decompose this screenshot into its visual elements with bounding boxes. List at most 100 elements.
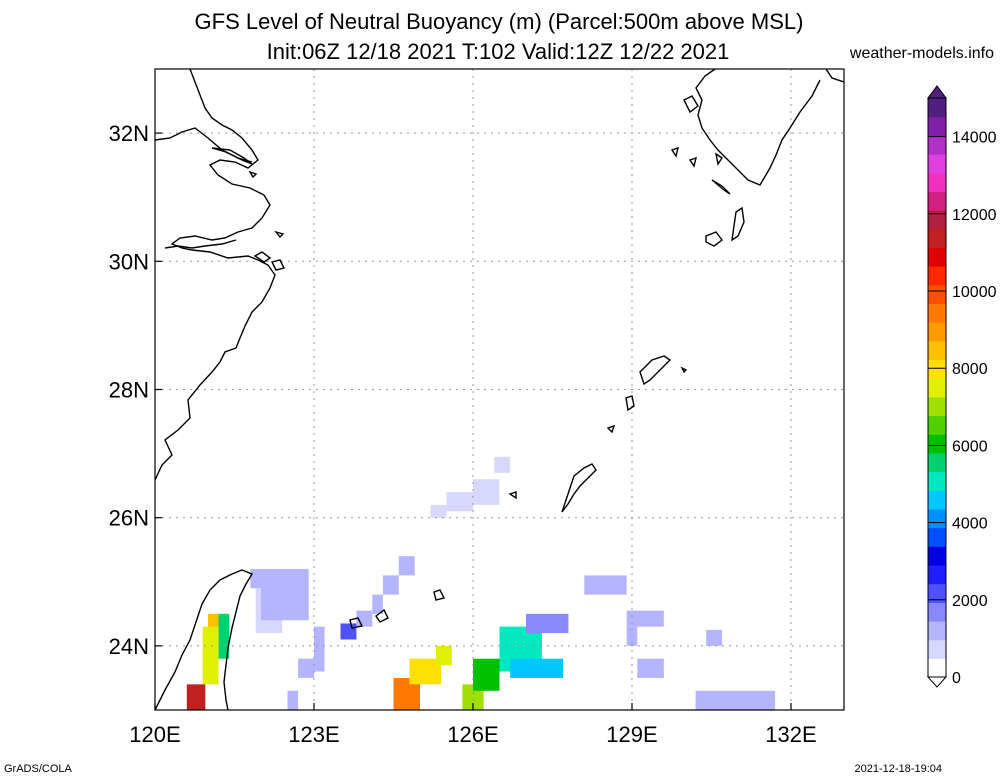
coast-okinoerabu <box>606 424 616 434</box>
colorbar-swatch-4 <box>928 583 946 603</box>
coast-iriomote <box>349 617 364 629</box>
tick-label-lon-132: 132E <box>765 722 816 747</box>
colorbar-swatch-5 <box>928 564 946 585</box>
colorbar-swatch-20 <box>928 284 946 305</box>
colorbar-swatch-18 <box>928 322 946 342</box>
coast-miyako <box>433 589 446 601</box>
field-cell-0 <box>473 479 500 505</box>
tick-label-lat-26: 26N <box>109 506 149 531</box>
colorbar-swatch-16 <box>928 359 946 379</box>
colorbar-bottom-arrow <box>926 676 948 688</box>
coast-kyushu-west <box>683 95 699 114</box>
colorbar-swatch-10 <box>928 471 946 491</box>
colorbar-swatch-30 <box>928 98 946 118</box>
colorbar-swatch-23 <box>928 228 946 249</box>
field-cell-30 <box>637 658 664 678</box>
colorbar-swatch-2 <box>928 620 946 641</box>
field-cell-18 <box>218 613 230 659</box>
tick-label-lat-24: 24N <box>109 634 149 659</box>
colorbar-swatch-17 <box>928 340 946 361</box>
colorbar-swatch-3 <box>928 602 946 622</box>
field-cell-10 <box>298 658 314 678</box>
colorbar-label-12000: 12000 <box>952 207 997 224</box>
colorbar-label-0: 0 <box>952 670 961 687</box>
field-cell-17 <box>186 684 206 710</box>
coast-kyushu <box>695 69 821 186</box>
coast-yakushima <box>705 231 723 247</box>
colorbar-swatch-0 <box>928 658 946 678</box>
colorbar-swatch-11 <box>928 452 946 473</box>
colorbar-swatch-25 <box>928 191 946 211</box>
coast-chongming <box>211 147 253 165</box>
field-cell-2 <box>430 504 447 518</box>
coastlines <box>155 69 844 710</box>
axes: 120E 123E 126E 129E 132E 24N 26N 28N 30N 32N <box>109 121 817 747</box>
site-label: weather-models.info <box>849 45 994 62</box>
map-title: GFS Level of Neutral Buoyancy (m) (Parce… <box>194 9 804 34</box>
coast-goto-2 <box>688 156 697 168</box>
colorbar-swatch-15 <box>928 378 946 398</box>
colorbar-swatch-7 <box>928 527 946 547</box>
colorbar-swatch-28 <box>928 135 946 155</box>
footer-grads: GrADS/COLA <box>4 763 72 775</box>
field-cell-5 <box>382 575 399 595</box>
field-cell-1 <box>446 492 473 512</box>
field-cell-26 <box>526 613 569 634</box>
field-cell-28 <box>626 610 664 627</box>
colorbar-label-2000: 2000 <box>952 593 988 610</box>
colorbar-top-arrow <box>927 85 947 99</box>
field-cell-4 <box>398 556 415 576</box>
coast-kikai <box>680 366 688 374</box>
coast-zhoushan-1 <box>253 251 272 263</box>
map-subtitle: Init:06Z 12/18 2021 T:102 Valid:12Z 12/2… <box>266 39 730 64</box>
coast-china <box>155 69 276 481</box>
field-cell-23 <box>473 658 500 691</box>
field-cell-3 <box>494 456 511 473</box>
field-cell-31 <box>695 690 776 710</box>
colorbar-swatch-26 <box>928 172 946 192</box>
coast-hangzhou-bay <box>164 239 237 249</box>
field-cell-22 <box>462 684 484 710</box>
coast-shikoku-tip <box>825 69 844 83</box>
field-cell-27 <box>584 575 627 595</box>
coast-goto <box>670 146 679 158</box>
field-cell-16 <box>202 626 219 685</box>
colorbar-label-4000: 4000 <box>952 516 988 533</box>
colorbar-swatch-27 <box>928 154 946 174</box>
field-cell-14 <box>261 581 309 621</box>
coast-koshiki <box>714 152 723 166</box>
colorbar-swatch-1 <box>928 639 946 659</box>
tick-label-lat-30: 30N <box>109 249 149 274</box>
coast-zhoushan-2 <box>270 259 286 271</box>
field-cell-6 <box>372 594 383 614</box>
footer-timestamp: 2021-12-18-19:04 <box>854 763 942 775</box>
lnb-field <box>186 456 776 710</box>
colorbar-label-6000: 6000 <box>952 438 988 455</box>
colorbar-swatch-22 <box>928 247 946 267</box>
coast-okinawa-islet <box>508 491 517 500</box>
colorbar-label-14000: 14000 <box>952 130 997 147</box>
field-cell-25 <box>510 658 564 678</box>
coast-islet-2 <box>248 170 258 179</box>
coast-ishigaki <box>375 608 389 623</box>
field-cell-8 <box>340 623 357 640</box>
colorbar-swatch-24 <box>928 210 946 230</box>
colorbar-swatch-12 <box>928 434 946 454</box>
field-cell-9 <box>314 626 325 672</box>
coast-tokunoshima <box>625 395 635 412</box>
coast-osumi <box>711 179 731 195</box>
colorbar-swatch-21 <box>928 266 946 286</box>
coast-islet-1 <box>274 230 285 239</box>
field-cell-11 <box>287 690 299 710</box>
colorbar-swatch-29 <box>928 116 946 136</box>
tick-label-lon-126: 126E <box>447 722 498 747</box>
tick-label-lon-120: 120E <box>129 722 180 747</box>
colorbar-swatch-8 <box>928 508 946 529</box>
tick-label-lon-129: 129E <box>606 722 657 747</box>
colorbar-swatch-19 <box>928 303 946 323</box>
field-cell-32 <box>706 629 723 646</box>
coast-okinawa <box>561 463 597 513</box>
colorbar-swatch-6 <box>928 546 946 566</box>
colorbar-label-8000: 8000 <box>952 361 988 378</box>
